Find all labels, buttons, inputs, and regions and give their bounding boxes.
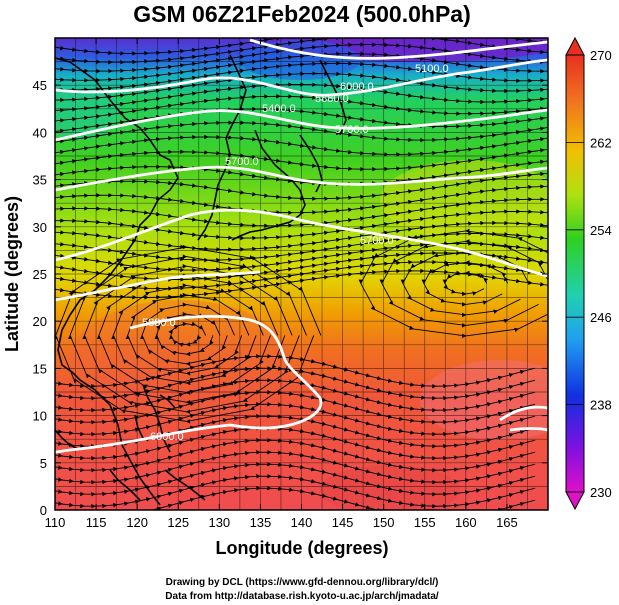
- y-tick-label: 15: [33, 361, 47, 376]
- credit-data: Data from http://database.rish.kyoto-u.a…: [165, 591, 439, 602]
- colorbar-tick-label: 270: [590, 48, 612, 63]
- colorbar-ticks: 270 262 254 246 238 230: [566, 48, 612, 500]
- credit-drawing: Drawing by DCL (https://www.gfd-dennou.o…: [166, 577, 439, 588]
- colorbar-tick-label: 246: [590, 310, 612, 325]
- contour-labels: 5100.0 5400.0 5700.0 5700.0 5700.0 5880.…: [142, 63, 449, 443]
- y-tick-label: 35: [33, 173, 47, 188]
- contour-label: 5700.0: [335, 124, 369, 136]
- x-tick-label: 145: [332, 515, 354, 530]
- colorbar-tick-label: 238: [590, 398, 612, 413]
- y-tick-label: 0: [40, 503, 47, 518]
- contour-label: 5700.0: [225, 156, 259, 168]
- colorbar-top-arrow: [565, 36, 585, 56]
- colorbar-tick-label: 230: [590, 485, 612, 500]
- x-tick-label: 155: [414, 515, 436, 530]
- y-tick-label: 40: [33, 125, 47, 140]
- y-tick-label: 5: [40, 456, 47, 471]
- x-tick-label: 120: [126, 515, 148, 530]
- y-axis-label: Latitude (degrees): [2, 196, 22, 352]
- colorbar-tick-label: 254: [590, 223, 612, 238]
- chart-title: GSM 06Z21Feb2024 (500.0hPa): [133, 1, 471, 27]
- y-tick-label: 20: [33, 314, 47, 329]
- streamline: [55, 485, 536, 510]
- contour-label: 5700.0: [360, 235, 394, 247]
- streamline: [358, 228, 548, 339]
- height-contours: [55, 38, 548, 454]
- colorbar-tick-label: 262: [590, 135, 612, 150]
- contour-label: 5880.0: [315, 93, 349, 105]
- x-tick-label: 160: [455, 515, 477, 530]
- x-tick-label: 125: [167, 515, 189, 530]
- contour-label: 6000.0: [340, 81, 374, 93]
- colorbar: 270 262 254 246 238 230: [565, 36, 612, 511]
- colorbar-body: [565, 54, 585, 493]
- y-tick-label: 25: [33, 267, 47, 282]
- colorbar-bottom-arrow: [565, 491, 585, 511]
- x-tick-label: 130: [208, 515, 230, 530]
- x-tick-label: 110: [45, 515, 66, 530]
- x-axis-label: Longitude (degrees): [215, 538, 388, 558]
- x-tick-label: 115: [86, 515, 107, 530]
- x-tick-label: 150: [373, 515, 395, 530]
- y-tick-label: 10: [33, 409, 47, 424]
- contour-label: 5880.0: [142, 317, 176, 329]
- y-axis: 0 5 10 15 20 25 30 35 40 45: [33, 78, 548, 518]
- x-tick-label: 140: [291, 515, 313, 530]
- y-tick-label: 30: [33, 220, 47, 235]
- x-tick-label: 165: [496, 515, 518, 530]
- contour-label: 5100.0: [415, 63, 449, 75]
- y-tick-label: 45: [33, 78, 47, 93]
- contour-label: 5400.0: [262, 103, 296, 115]
- x-axis: 110 115 120 125 130 135 140 145 150 155 160 165: [45, 38, 518, 530]
- contour-label: 6000.0: [150, 431, 184, 443]
- x-tick-label: 135: [250, 515, 272, 530]
